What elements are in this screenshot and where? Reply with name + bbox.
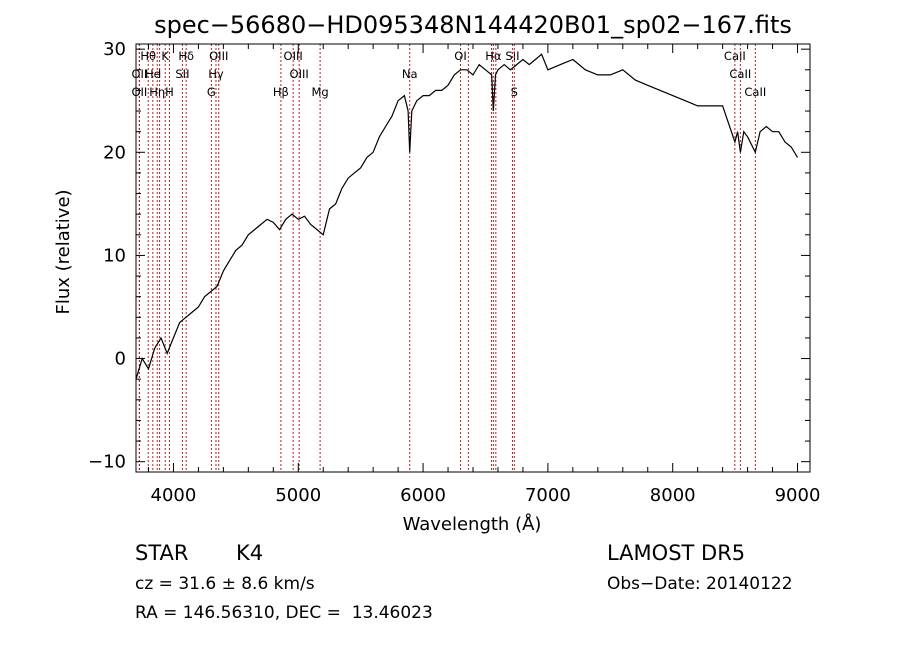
y-tick-label: 30 — [103, 39, 126, 60]
spectral-line-label: H — [165, 85, 174, 99]
spectral-line-label: S — [511, 85, 518, 99]
survey-name: LAMOST DR5 — [607, 541, 746, 565]
spectral-line-label: CaII — [724, 49, 746, 63]
axis-ticks: 4000 5000 6000 7000 8000 9000 −10 0 10 20 30 — [88, 39, 820, 506]
plot-frame — [135, 43, 811, 473]
spectral-line-label: SII — [175, 67, 189, 81]
y-tick-label: 0 — [115, 349, 126, 370]
spectral-line-label: OII — [131, 85, 147, 99]
y-tick-label: −10 — [88, 452, 126, 473]
spectral-line-label: SII — [505, 49, 519, 63]
y-tick-label: 10 — [103, 245, 126, 266]
spectral-line-label: OIII — [284, 49, 303, 63]
x-tick-label: 9000 — [775, 485, 821, 506]
x-tick-label: 8000 — [650, 485, 696, 506]
spectral-line-label: Hη — [149, 85, 165, 99]
spectral-line-label: CaII — [744, 85, 766, 99]
spectral-subclass: K4 — [236, 541, 264, 565]
coordinates: RA = 146.56310, DEC = 13.46023 — [135, 603, 433, 623]
spectral-line-label: K — [161, 49, 169, 63]
spectral-line-label: Hα — [485, 49, 502, 63]
x-tick-label: 6000 — [400, 485, 446, 506]
redshift-velocity: cz = 31.6 ± 8.6 km/s — [135, 574, 315, 594]
spectral-line-label: G — [207, 85, 216, 99]
x-axis-label: Wavelength (Å) — [403, 513, 542, 535]
object-type: STAR — [135, 541, 189, 565]
spectral-line-label: OIII — [290, 67, 309, 81]
spectral-line-label: Hθ — [140, 49, 156, 63]
spectral-line-label: Mg — [311, 85, 328, 99]
chart-title: spec−56680−HD095348N144420B01_sp02−167.f… — [154, 11, 792, 39]
x-tick-label: 5000 — [275, 485, 321, 506]
spectral-line-label: OI — [454, 49, 466, 63]
spectral-line-label: CaII — [729, 67, 751, 81]
spectral-line-label: Hδ — [178, 49, 194, 63]
observation-date: Obs−Date: 20140122 — [607, 574, 793, 594]
y-axis-label: Flux (relative) — [53, 189, 74, 314]
spectral-line-label: Na — [402, 67, 418, 81]
spectrum-series-line — [135, 53, 799, 380]
spectral-line-label: Hγ — [208, 67, 224, 81]
x-tick-label: 7000 — [525, 485, 571, 506]
y-tick-label: 20 — [103, 142, 126, 163]
spectral-line-label: I — [158, 67, 161, 81]
spectral-line-label: OIII — [209, 49, 228, 63]
x-tick-label: 4000 — [151, 485, 197, 506]
spectral-line-label: Hβ — [273, 85, 289, 99]
